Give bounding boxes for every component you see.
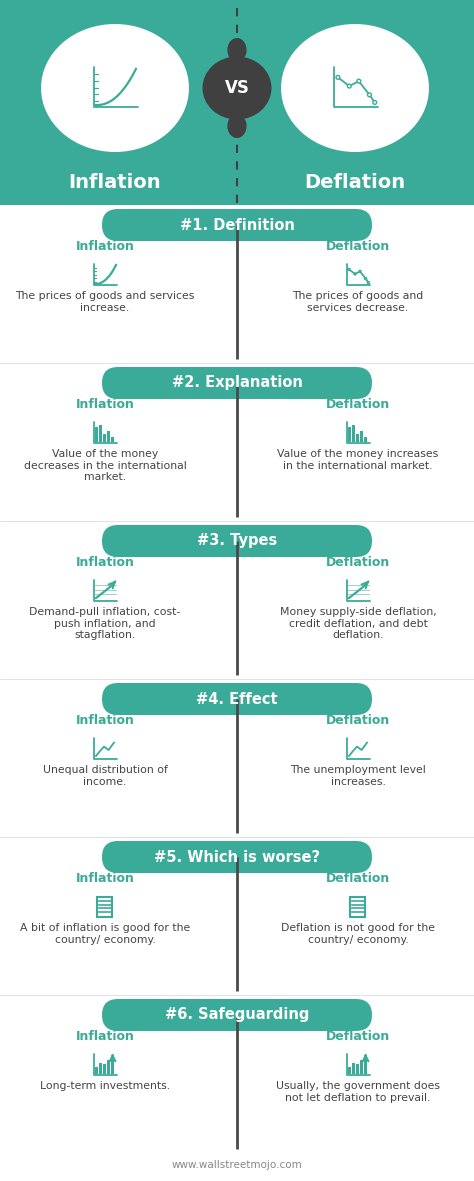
Text: Demand-pull inflation, cost-
push inflation, and
stagflation.: Demand-pull inflation, cost- push inflat… <box>29 607 181 640</box>
Bar <box>103 433 106 442</box>
Text: Deflation: Deflation <box>326 1031 390 1044</box>
Text: Deflation: Deflation <box>326 556 390 569</box>
Bar <box>365 1056 367 1074</box>
Bar <box>356 1064 359 1074</box>
Bar <box>103 1064 106 1074</box>
Text: #3. Types: #3. Types <box>197 534 277 548</box>
Text: Usually, the government does
not let deflation to prevail.: Usually, the government does not let def… <box>276 1081 440 1103</box>
Text: Deflation is not good for the
country/ economy.: Deflation is not good for the country/ e… <box>281 924 435 945</box>
Text: Deflation: Deflation <box>304 174 406 193</box>
Bar <box>352 1063 355 1074</box>
Bar <box>111 437 114 442</box>
Text: www.wallstreetmojo.com: www.wallstreetmojo.com <box>172 1160 302 1170</box>
Bar <box>0 0 474 205</box>
Bar <box>365 437 367 442</box>
FancyBboxPatch shape <box>102 526 372 557</box>
Text: Money supply-side deflation,
credit deflation, and debt
deflation.: Money supply-side deflation, credit defl… <box>280 607 437 640</box>
Text: Deflation: Deflation <box>326 873 390 886</box>
FancyBboxPatch shape <box>102 367 372 399</box>
Bar <box>348 1066 351 1074</box>
Text: The prices of goods and services
increase.: The prices of goods and services increas… <box>15 291 195 313</box>
Text: Value of the money
decreases in the international
market.: Value of the money decreases in the inte… <box>24 449 186 482</box>
Text: Inflation: Inflation <box>75 556 135 569</box>
Bar <box>107 431 110 442</box>
Text: Inflation: Inflation <box>75 873 135 886</box>
Text: #6. Safeguarding: #6. Safeguarding <box>165 1007 309 1023</box>
Text: The unemployment level
increases.: The unemployment level increases. <box>290 765 426 787</box>
Bar <box>0 363 474 521</box>
Bar <box>0 679 474 837</box>
Bar <box>352 425 355 442</box>
Circle shape <box>367 281 369 283</box>
Circle shape <box>365 278 366 280</box>
Bar <box>99 1063 102 1074</box>
Circle shape <box>336 76 340 79</box>
Bar <box>98 898 112 916</box>
Text: Deflation: Deflation <box>326 398 390 411</box>
Bar <box>111 1056 114 1074</box>
Bar <box>0 837 474 996</box>
Text: A bit of inflation is good for the
country/ economy.: A bit of inflation is good for the count… <box>20 924 190 945</box>
Text: Long-term investments.: Long-term investments. <box>40 1081 170 1091</box>
Text: #1. Definition: #1. Definition <box>180 217 294 233</box>
Ellipse shape <box>202 57 272 119</box>
Circle shape <box>367 93 371 97</box>
Ellipse shape <box>281 24 429 152</box>
Bar <box>99 425 102 442</box>
Bar <box>0 205 474 363</box>
FancyBboxPatch shape <box>102 999 372 1031</box>
Text: Inflation: Inflation <box>75 715 135 727</box>
Circle shape <box>347 84 351 89</box>
FancyBboxPatch shape <box>102 683 372 715</box>
Bar <box>0 996 474 1153</box>
Text: Unequal distribution of
income.: Unequal distribution of income. <box>43 765 167 787</box>
Text: #5. Which is worse?: #5. Which is worse? <box>154 849 320 864</box>
Text: Deflation: Deflation <box>326 241 390 254</box>
Text: Deflation: Deflation <box>326 715 390 727</box>
Circle shape <box>354 273 356 275</box>
Ellipse shape <box>228 115 246 138</box>
Circle shape <box>357 79 361 83</box>
Bar <box>107 1061 110 1074</box>
Text: Inflation: Inflation <box>75 241 135 254</box>
Text: The prices of goods and
services decrease.: The prices of goods and services decreas… <box>292 291 424 313</box>
FancyBboxPatch shape <box>102 209 372 241</box>
Bar <box>0 521 474 679</box>
Circle shape <box>373 100 377 104</box>
Ellipse shape <box>228 38 246 61</box>
Bar <box>95 428 98 442</box>
Text: Inflation: Inflation <box>75 398 135 411</box>
Bar <box>356 433 359 442</box>
Text: Inflation: Inflation <box>75 1031 135 1044</box>
Bar <box>350 898 365 916</box>
Text: Inflation: Inflation <box>69 174 161 193</box>
Text: Value of the money increases
in the international market.: Value of the money increases in the inte… <box>277 449 438 470</box>
Bar <box>360 431 363 442</box>
Circle shape <box>348 268 350 270</box>
Text: VS: VS <box>225 79 249 97</box>
Text: #2. Explanation: #2. Explanation <box>172 376 302 391</box>
Bar <box>348 428 351 442</box>
Bar <box>95 1066 98 1074</box>
Ellipse shape <box>41 24 189 152</box>
Circle shape <box>359 270 361 273</box>
FancyBboxPatch shape <box>102 841 372 873</box>
Text: #4. Effect: #4. Effect <box>196 692 278 706</box>
Bar <box>360 1061 363 1074</box>
